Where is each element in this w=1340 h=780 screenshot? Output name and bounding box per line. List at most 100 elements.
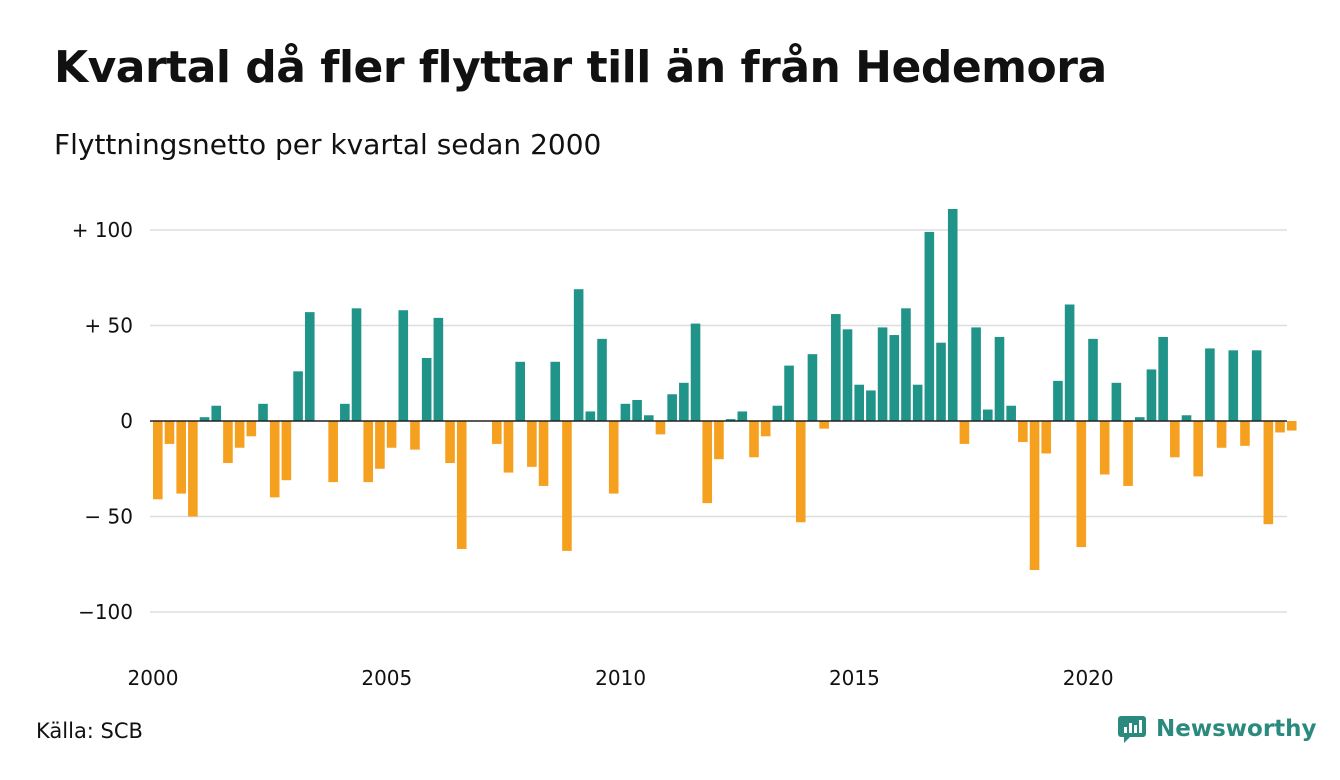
y-tick-label: − 50 (84, 505, 133, 529)
bar: 2005 Q4: 33 (421, 357, 432, 421)
bar: 2010 Q3: 3 (643, 415, 654, 421)
bar: 2021 Q3: 44 (1158, 336, 1168, 421)
chart-subtitle: Flyttningsnetto per kvartal sedan 2000 (54, 128, 602, 161)
bar: 2012 Q1: -20 (714, 421, 724, 460)
bar: 2017 Q4: 6 (982, 409, 993, 421)
bar: 2024 Q1: -6 (1275, 421, 1285, 433)
bar: 2014 Q2: -4 (819, 421, 829, 429)
bar: 2016 Q3: 99 (924, 231, 935, 421)
bar: 2016 Q4: 41 (936, 342, 946, 421)
bar: 2009 Q4: -38 (608, 421, 619, 494)
y-tick-label: + 100 (72, 218, 133, 242)
bar: 2006 Q1: 54 (433, 317, 444, 421)
bar: 2020 Q2: -28 (1099, 421, 1110, 475)
y-tick-label: 0 (120, 409, 133, 433)
bar: 2019 Q1: -17 (1041, 421, 1052, 454)
brand-logo[interactable]: Newsworthy (1118, 714, 1317, 744)
bar: 2009 Q1: 69 (573, 289, 584, 421)
bar: 2015 Q1: 19 (854, 384, 864, 421)
bar: 2020 Q1: 43 (1088, 338, 1098, 421)
bar: 2020 Q4: -34 (1123, 421, 1133, 486)
bar: 2004 Q1: 9 (340, 403, 350, 421)
bar: 2009 Q3: 43 (597, 338, 607, 421)
bar: 2013 Q2: 8 (772, 405, 783, 421)
bar: 2000 Q3: -38 (176, 421, 186, 494)
y-tick-label: + 50 (84, 314, 133, 338)
bar: 2021 Q4: -19 (1170, 421, 1180, 458)
bar: 2022 Q4: -14 (1216, 421, 1227, 448)
bar: 2015 Q2: 16 (866, 390, 876, 421)
bar: 2017 Q2: -12 (959, 421, 970, 444)
bar: 2007 Q2: -12 (492, 421, 502, 444)
bar: 2018 Q1: 44 (994, 336, 1005, 421)
bar: 2013 Q4: -53 (795, 421, 806, 523)
x-tick-label: 2010 (595, 666, 646, 690)
source-note: Källa: SCB (36, 719, 143, 743)
bar: 2019 Q2: 21 (1053, 380, 1063, 421)
x-tick-label: 2020 (1063, 666, 1114, 690)
bar: 2003 Q4: -32 (328, 421, 338, 483)
bar: 2004 Q2: 59 (351, 308, 362, 421)
bar: 2012 Q4: -19 (749, 421, 759, 458)
bar: 2013 Q3: 29 (784, 365, 794, 421)
y-axis-ticks: + 100 + 50 0 − 50 −100 (72, 218, 133, 624)
bar: 2016 Q2: 19 (912, 384, 923, 421)
bar: 2011 Q3: 51 (690, 323, 701, 421)
x-tick-label: 2000 (128, 666, 179, 690)
bar: 2007 Q4: 31 (515, 361, 525, 421)
bar: 2022 Q3: 38 (1205, 348, 1215, 421)
bar: 2021 Q1: 2 (1134, 417, 1145, 421)
newsworthy-logo-icon (1118, 716, 1146, 743)
bar: 2005 Q2: 58 (398, 310, 409, 421)
bar: 2011 Q2: 20 (679, 382, 689, 421)
bar: 2014 Q1: 35 (807, 354, 818, 421)
bar: 2008 Q1: -24 (527, 421, 537, 467)
bar: 2010 Q1: 9 (620, 403, 631, 421)
bar: 2003 Q1: 26 (293, 371, 303, 421)
bar: 2014 Q3: 56 (831, 314, 841, 421)
bar: 2006 Q3: -67 (456, 421, 467, 549)
bar: 2023 Q3: 37 (1251, 350, 1262, 421)
bar: 2022 Q2: -29 (1193, 421, 1204, 477)
bar: 2021 Q2: 27 (1146, 369, 1157, 421)
grid-lines (150, 229, 1287, 613)
bar: 2002 Q4: -31 (281, 421, 292, 481)
bar: 2008 Q3: 31 (550, 361, 561, 421)
bar: 2008 Q4: -68 (562, 421, 572, 551)
bar: 2022 Q1: 3 (1181, 415, 1192, 421)
bar: 2012 Q3: 5 (737, 411, 748, 421)
bar: 2001 Q3: -22 (223, 421, 233, 464)
bar: 2002 Q1: -8 (246, 421, 257, 437)
bar: 2011 Q1: 14 (667, 394, 677, 421)
bar: 2011 Q4: -43 (702, 421, 713, 504)
bar: 2013 Q1: -8 (760, 421, 771, 437)
bar: 2016 Q1: 59 (901, 308, 911, 421)
bar: 2017 Q3: 49 (971, 327, 981, 421)
bar: 2000 Q4: -50 (188, 421, 198, 517)
bars: 2000 Q1: -412000 Q2: -122000 Q3: -382000… (153, 208, 1297, 570)
bar: 2017 Q1: 111 (947, 208, 958, 421)
bar: 2002 Q3: -40 (269, 421, 280, 498)
bar: 2001 Q1: 2 (199, 417, 210, 421)
bar: 2000 Q2: -12 (164, 421, 175, 444)
bar: 2023 Q2: -13 (1240, 421, 1250, 446)
bar: 2004 Q4: -25 (375, 421, 385, 469)
bar: 2018 Q3: -11 (1018, 421, 1028, 443)
x-tick-label: 2005 (361, 666, 412, 690)
brand-name: Newsworthy (1156, 716, 1317, 742)
bar: 2015 Q3: 49 (877, 327, 888, 421)
bar: 2003 Q2: 57 (304, 312, 315, 421)
bar: 2012 Q2: 1 (725, 419, 736, 421)
bar: 2014 Q4: 48 (842, 329, 853, 421)
bar: 2001 Q4: -14 (234, 421, 245, 448)
bar-chart: + 100 + 50 0 − 50 −100 2000 Q1: -412000 Q2: … (72, 208, 1297, 690)
bar: 2005 Q1: -14 (386, 421, 397, 448)
bar: 2010 Q2: 11 (632, 399, 642, 421)
bar: 2020 Q3: 20 (1111, 382, 1122, 421)
x-axis-ticks: 2000 2005 2010 2015 2020 (128, 666, 1114, 690)
bar: 2018 Q2: 8 (1006, 405, 1016, 421)
bar: 2002 Q2: 9 (258, 403, 268, 421)
bar: 2015 Q4: 45 (889, 335, 900, 421)
bar: 2019 Q4: -66 (1076, 421, 1087, 548)
bar: 2001 Q2: 8 (211, 405, 222, 421)
